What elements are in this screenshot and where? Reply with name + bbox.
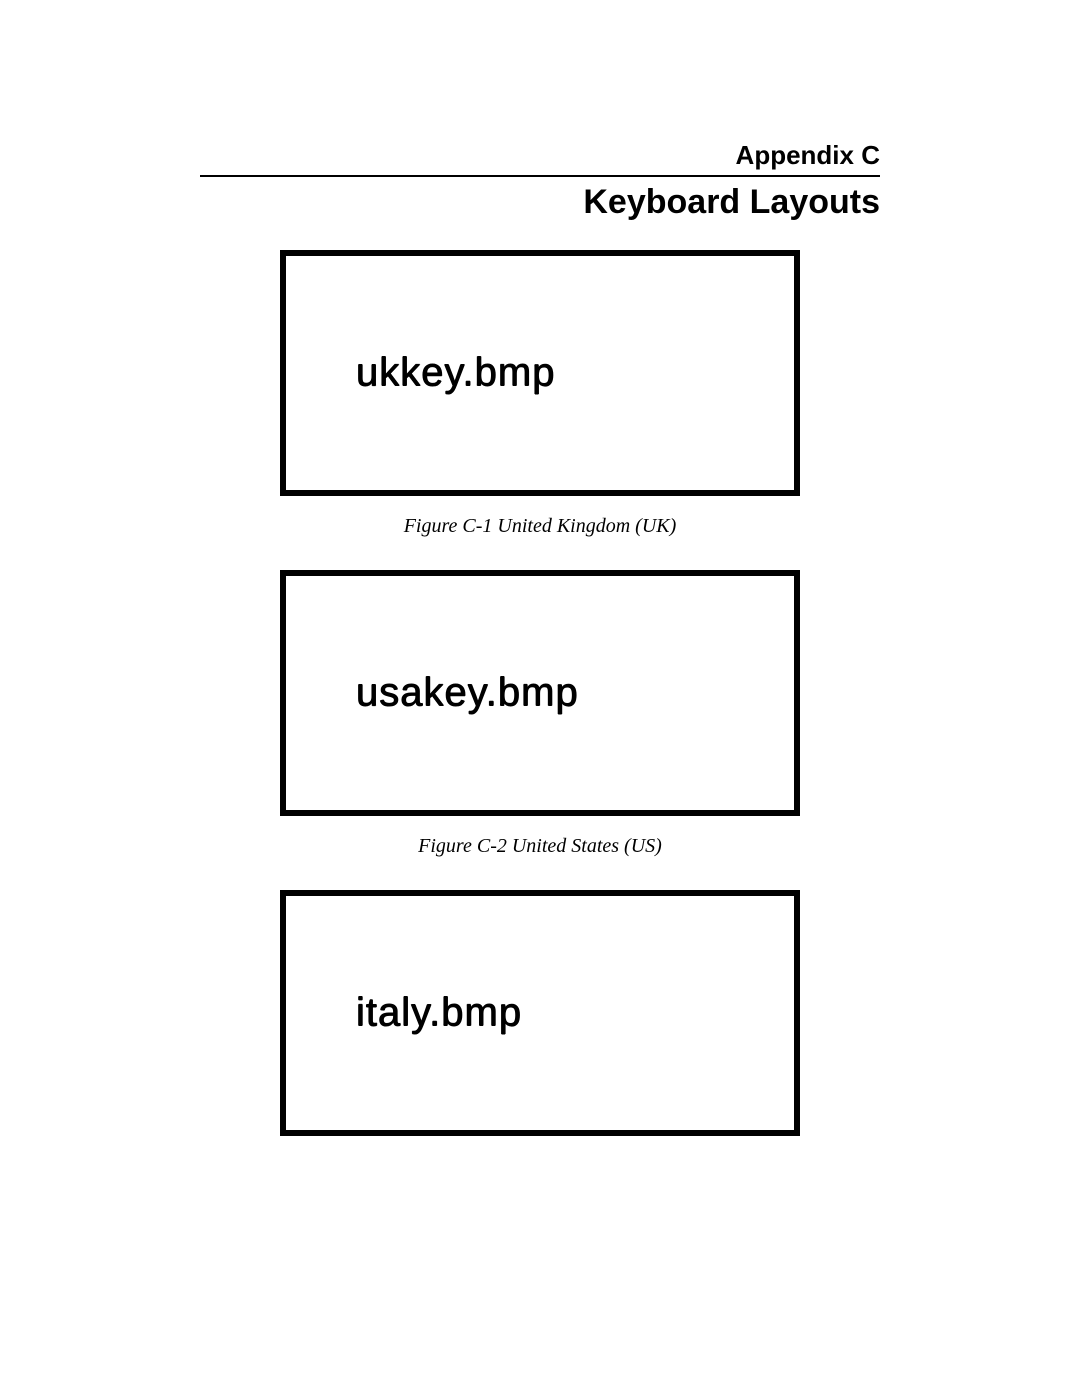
- image-placeholder-1: ukkey.bmp: [280, 250, 800, 496]
- image-placeholder-3: italy.bmp: [280, 890, 800, 1136]
- appendix-label: Appendix C: [200, 140, 880, 175]
- page-title: Keyboard Layouts: [200, 183, 880, 222]
- figure-block-1: ukkey.bmp Figure C-1 United Kingdom (UK): [200, 250, 880, 538]
- placeholder-filename-1: ukkey.bmp: [356, 351, 555, 396]
- figure-caption-1: Figure C-1 United Kingdom (UK): [200, 515, 880, 538]
- placeholder-filename-2: usakey.bmp: [356, 671, 579, 716]
- document-page: Appendix C Keyboard Layouts ukkey.bmp Fi…: [0, 0, 1080, 1225]
- placeholder-filename-3: italy.bmp: [356, 991, 522, 1036]
- image-placeholder-2: usakey.bmp: [280, 570, 800, 816]
- header-rule: Appendix C: [200, 140, 880, 177]
- figure-block-2: usakey.bmp Figure C-2 United States (US): [200, 570, 880, 858]
- figure-caption-2: Figure C-2 United States (US): [200, 835, 880, 858]
- figure-block-3: italy.bmp: [200, 890, 880, 1141]
